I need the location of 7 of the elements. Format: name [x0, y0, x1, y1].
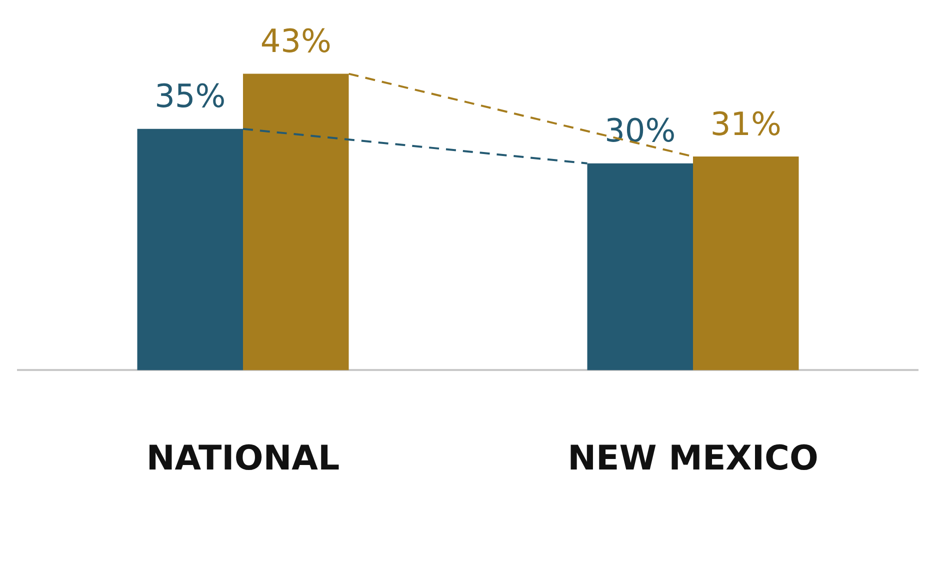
data-label: 30%	[604, 112, 676, 150]
bar	[693, 156, 799, 370]
data-label: 35%	[154, 77, 226, 116]
data-label: 31%	[710, 104, 782, 143]
data-label: 43%	[260, 22, 332, 60]
x-tick-label: NATIONAL	[146, 438, 340, 478]
x-tick-label: NEW MEXICO	[568, 438, 818, 478]
